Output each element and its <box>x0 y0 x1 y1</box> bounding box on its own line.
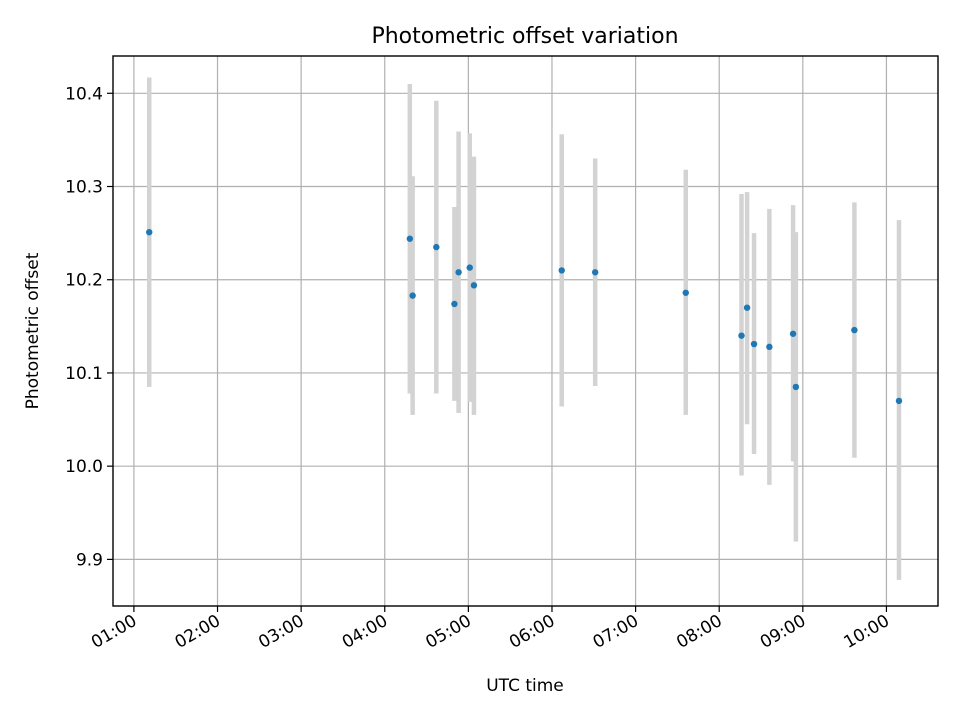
data-point <box>792 383 800 391</box>
data-point <box>750 340 758 348</box>
axis-ticks <box>107 92 888 612</box>
data-point <box>766 343 773 351</box>
data-point <box>433 243 440 251</box>
data-point <box>466 264 473 271</box>
data-point <box>591 269 599 276</box>
data-point <box>682 289 689 296</box>
data-point <box>789 330 797 337</box>
y-tick-label: 10.4 <box>65 84 103 104</box>
y-tick-labels: 9.9 10.0 10.1 10.2 10.3 10.4 <box>65 84 103 570</box>
data-point <box>738 332 745 339</box>
data-point <box>851 326 858 334</box>
data-point <box>558 267 565 274</box>
x-axis-label: UTC time <box>486 676 564 696</box>
y-tick-label: 10.2 <box>65 271 103 291</box>
plot-frame <box>112 55 939 607</box>
y-tick-label: 10.0 <box>65 457 103 477</box>
data-point <box>455 269 462 276</box>
data-points <box>146 228 903 405</box>
data-point <box>470 282 478 289</box>
data-point <box>895 397 903 405</box>
data-point <box>743 304 751 311</box>
y-tick-label: 9.9 <box>76 550 103 570</box>
data-point <box>451 300 458 308</box>
y-axis-label: Photometric offset <box>23 252 43 409</box>
y-tick-label: 10.1 <box>65 364 103 384</box>
y-tick-label: 10.3 <box>65 178 103 198</box>
data-point <box>146 228 153 236</box>
data-point <box>409 292 416 299</box>
chart-title: Photometric offset variation <box>371 24 678 49</box>
data-point <box>406 235 414 242</box>
